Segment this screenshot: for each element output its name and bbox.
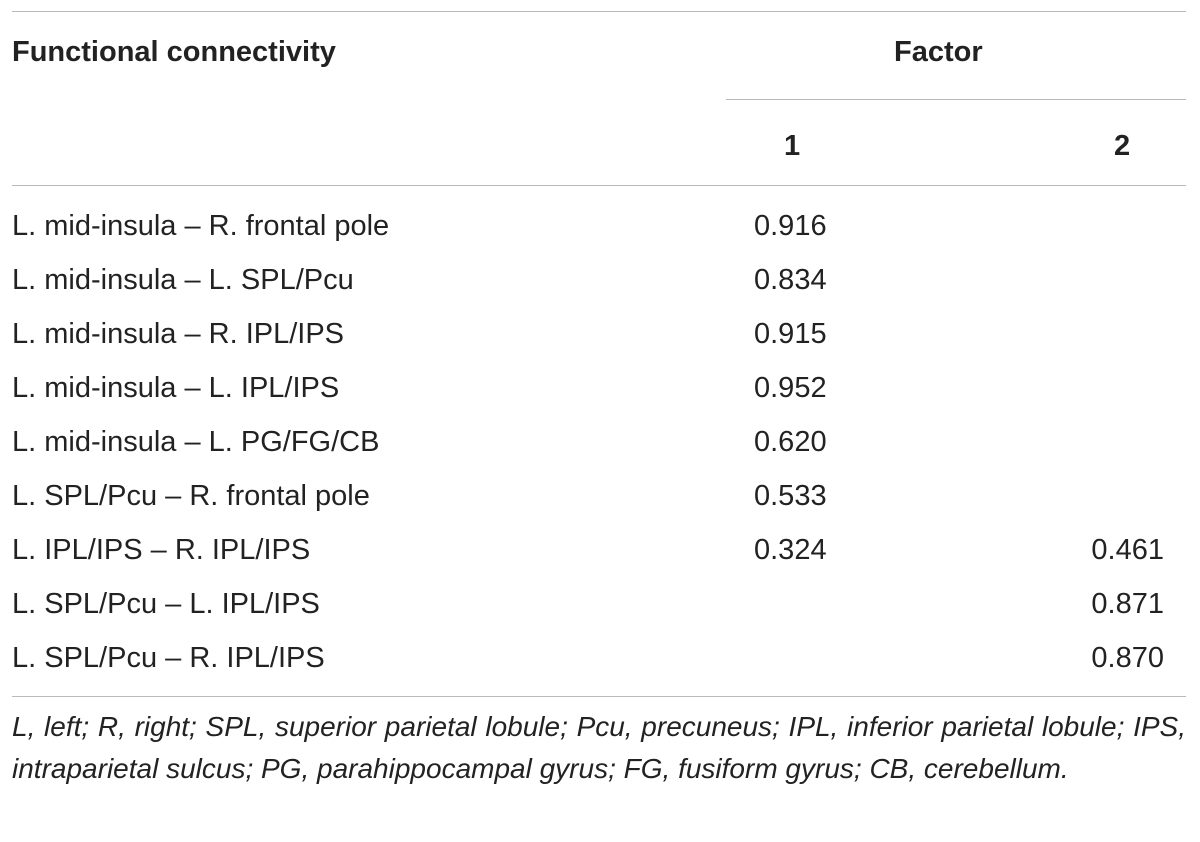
table-row: L. mid-insula – L. PG/FG/CB 0.620 xyxy=(12,415,1186,469)
table-row: L. mid-insula – L. SPL/Pcu 0.834 xyxy=(12,253,1186,307)
row-label: L. mid-insula – L. IPL/IPS xyxy=(12,372,340,404)
table-top-rule xyxy=(12,11,1186,12)
factor-1-value: 0.324 xyxy=(754,534,827,566)
factor-loadings-table: Functional connectivity Factor 1 2 L. mi… xyxy=(12,0,1186,842)
factor-2-value: 0.871 xyxy=(1091,588,1164,620)
factor-1-value: 0.533 xyxy=(754,480,827,512)
header-factor-1: 1 xyxy=(784,130,801,162)
table-row: L. mid-insula – R. IPL/IPS 0.915 xyxy=(12,307,1186,361)
factor-1-value: 0.620 xyxy=(754,426,827,458)
factor-2-value: 0.870 xyxy=(1091,642,1164,674)
table-row: L. SPL/Pcu – R. frontal pole 0.533 xyxy=(12,469,1186,523)
row-label: L. mid-insula – L. PG/FG/CB xyxy=(12,426,380,458)
table-row: L. mid-insula – L. IPL/IPS 0.952 xyxy=(12,361,1186,415)
header-factor-2: 2 xyxy=(1114,130,1131,162)
factor-1-value: 0.915 xyxy=(754,318,827,350)
row-label: L. IPL/IPS – R. IPL/IPS xyxy=(12,534,311,566)
table-bottom-rule xyxy=(12,696,1186,697)
row-label: L. SPL/Pcu – R. frontal pole xyxy=(12,480,370,512)
row-label: L. mid-insula – R. IPL/IPS xyxy=(12,318,345,350)
table-row: L. SPL/Pcu – R. IPL/IPS 0.870 xyxy=(12,631,1186,685)
factor-1-value: 0.916 xyxy=(754,210,827,242)
table-row: L. IPL/IPS – R. IPL/IPS 0.324 0.461 xyxy=(12,523,1186,577)
table-row: L. SPL/Pcu – L. IPL/IPS 0.871 xyxy=(12,577,1186,631)
row-label: L. SPL/Pcu – L. IPL/IPS xyxy=(12,588,320,620)
row-label: L. SPL/Pcu – R. IPL/IPS xyxy=(12,642,325,674)
row-label: L. mid-insula – L. SPL/Pcu xyxy=(12,264,354,296)
header-bottom-rule xyxy=(12,185,1186,186)
table-row: L. mid-insula – R. frontal pole 0.916 xyxy=(12,199,1186,253)
table-body: L. mid-insula – R. frontal pole 0.916 L.… xyxy=(12,199,1186,685)
factor-2-value: 0.461 xyxy=(1091,534,1164,566)
header-factor-group: Factor xyxy=(894,36,983,68)
table-footnote: L, left; R, right; SPL, superior parieta… xyxy=(12,711,1186,784)
factor-1-value: 0.952 xyxy=(754,372,827,404)
row-label: L. mid-insula – R. frontal pole xyxy=(12,210,390,242)
factor-1-value: 0.834 xyxy=(754,264,827,296)
header-functional-connectivity: Functional connectivity xyxy=(12,36,336,68)
factor-group-rule xyxy=(726,99,1186,100)
